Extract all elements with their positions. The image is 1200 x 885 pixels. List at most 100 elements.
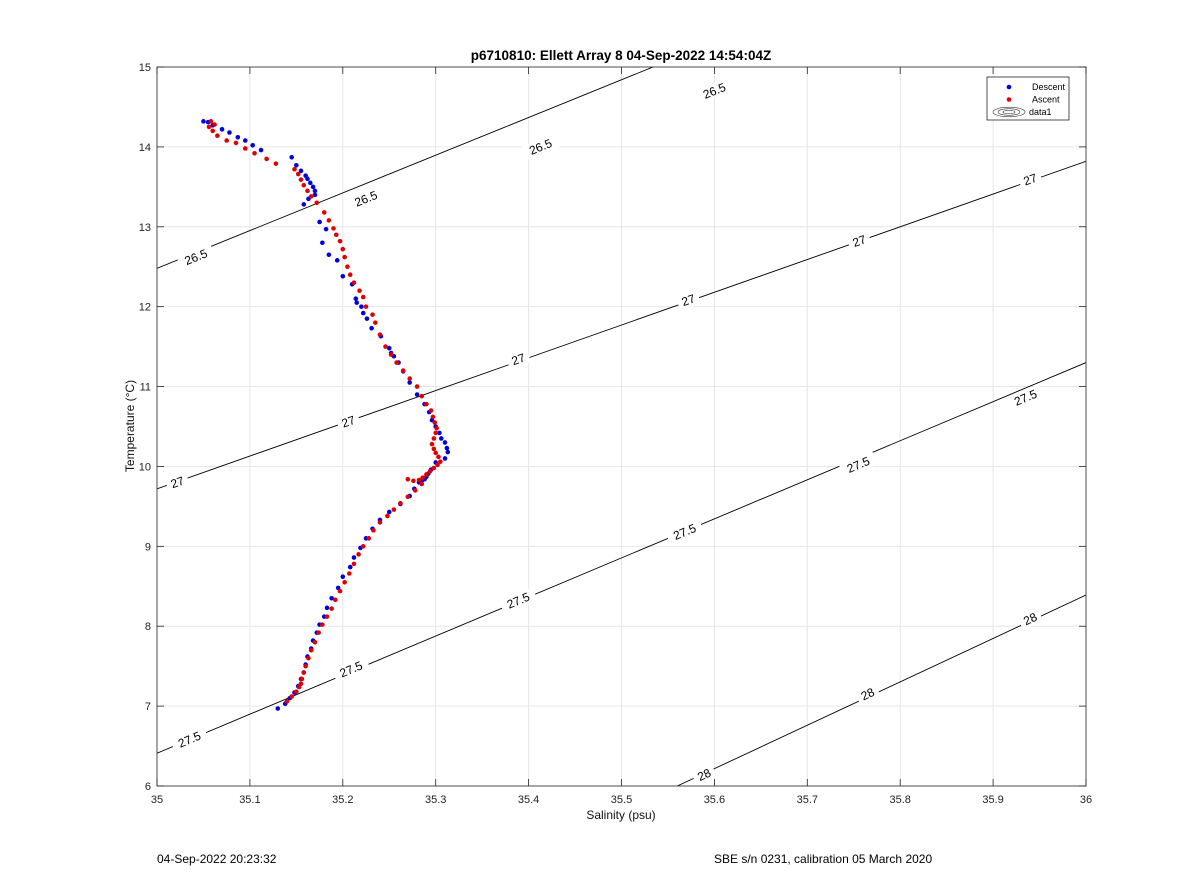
contour-label: 28 (695, 766, 713, 784)
ascent-point (264, 156, 269, 162)
ascent-point (385, 513, 390, 519)
ascent-point (308, 647, 314, 653)
ascent-point (206, 124, 212, 130)
ascent-point (424, 401, 429, 407)
ascent-point (305, 188, 310, 194)
chart-title: p6710810: Ellett Array 8 04-Sep-2022 14:… (471, 48, 771, 63)
ascent-point (431, 436, 437, 441)
descent-point (442, 456, 448, 461)
descent-point (445, 449, 451, 455)
contour-label-bg (176, 243, 216, 271)
ascent-point (331, 226, 336, 231)
ascent-point (337, 588, 343, 594)
x-tick-label: 36 (1080, 794, 1092, 806)
y-tick-label: 7 (145, 701, 151, 713)
ascent-point (371, 528, 376, 533)
x-tick-label: 35.6 (704, 794, 725, 806)
descent-point (351, 555, 357, 560)
descent-point (201, 119, 206, 124)
y-tick-label: 15 (139, 62, 151, 74)
ascent-point (400, 368, 406, 373)
contour-line (677, 594, 1086, 786)
descent-point (324, 605, 330, 611)
descent-point (312, 192, 318, 198)
x-tick-label: 35.4 (518, 794, 539, 806)
contour-label-bg (346, 185, 386, 213)
descent-point (414, 392, 420, 397)
data-points (201, 119, 451, 711)
ascent-point (347, 571, 352, 576)
ascent-point (420, 475, 425, 480)
descent-point (250, 142, 255, 148)
ascent-point (340, 246, 346, 252)
ascent-point (273, 161, 279, 166)
ascent-point (412, 488, 418, 493)
legend-marker-ascent (1006, 97, 1012, 102)
contour-label-bg (499, 587, 538, 615)
x-tick-label: 35.8 (889, 794, 910, 806)
legend-box (986, 76, 1070, 121)
ascent-point (210, 128, 216, 134)
ascent-point (308, 194, 314, 199)
y-tick-label: 14 (139, 142, 151, 154)
y-tick-label: 10 (139, 461, 151, 473)
descent-point (369, 325, 374, 331)
descent-point (312, 188, 318, 194)
ascent-point (398, 500, 403, 506)
ascent-point (360, 544, 366, 549)
legend-label: Ascent (1032, 95, 1060, 105)
y-tick-label: 8 (145, 621, 151, 633)
y-tick-label: 12 (139, 302, 151, 314)
contour-26-5: 26.526.526.526.5 (157, 67, 734, 271)
footer-calibration: SBE s/n 0231, calibration 05 March 2020 (714, 852, 933, 866)
ascent-point (434, 425, 439, 431)
ascent-point (432, 420, 438, 425)
x-tick-label: 35.7 (797, 794, 818, 806)
ascent-point (433, 430, 439, 436)
ascent-point (430, 414, 436, 420)
contour-label-bg (335, 411, 362, 432)
contour-label-bg (695, 77, 734, 105)
ascent-point (419, 393, 425, 399)
ascent-point (333, 232, 339, 238)
contour-label-bg (854, 683, 881, 706)
contour-label-bg (691, 763, 718, 786)
y-tick-label: 13 (139, 222, 151, 234)
descent-point (242, 138, 248, 143)
y-tick-label: 6 (145, 781, 151, 793)
contour-label-bg (164, 472, 191, 493)
contour-line (157, 160, 1086, 490)
descent-point (305, 176, 310, 182)
descent-point (307, 180, 313, 186)
footer-timestamp: 04-Sep-2022 20:23:32 (157, 852, 277, 866)
ascent-point (242, 146, 248, 151)
ascent-point (407, 376, 412, 381)
ascent-point (284, 699, 290, 704)
legend-contour-icon (997, 108, 1021, 116)
ascent-point (363, 304, 369, 309)
y-axis-label: Temperature (°C) (123, 380, 137, 472)
descent-point (320, 240, 325, 246)
ascent-point (289, 694, 295, 699)
ascent-point (296, 684, 302, 690)
contour-label-bg (839, 451, 878, 479)
ascent-point (433, 450, 439, 456)
descent-point (317, 219, 322, 225)
contour-label-bg (521, 133, 560, 161)
descent-point (386, 509, 392, 515)
ascent-point (212, 122, 217, 127)
ascent-point (435, 462, 440, 468)
ascent-point (301, 182, 307, 188)
ascent-point (438, 459, 443, 464)
ascent-point (316, 630, 321, 635)
descent-point (329, 595, 334, 601)
ascent-point (301, 670, 307, 675)
ascent-point (405, 494, 411, 500)
legend-contour-icon (1002, 109, 1016, 115)
contour-27: 27 27 27 27 27 27 (157, 160, 1086, 493)
contour-line (157, 67, 655, 269)
contour-label: 27 (1022, 171, 1040, 189)
ascent-point (360, 294, 366, 300)
ascent-point (416, 477, 422, 483)
x-tick-label: 35.9 (982, 794, 1003, 806)
